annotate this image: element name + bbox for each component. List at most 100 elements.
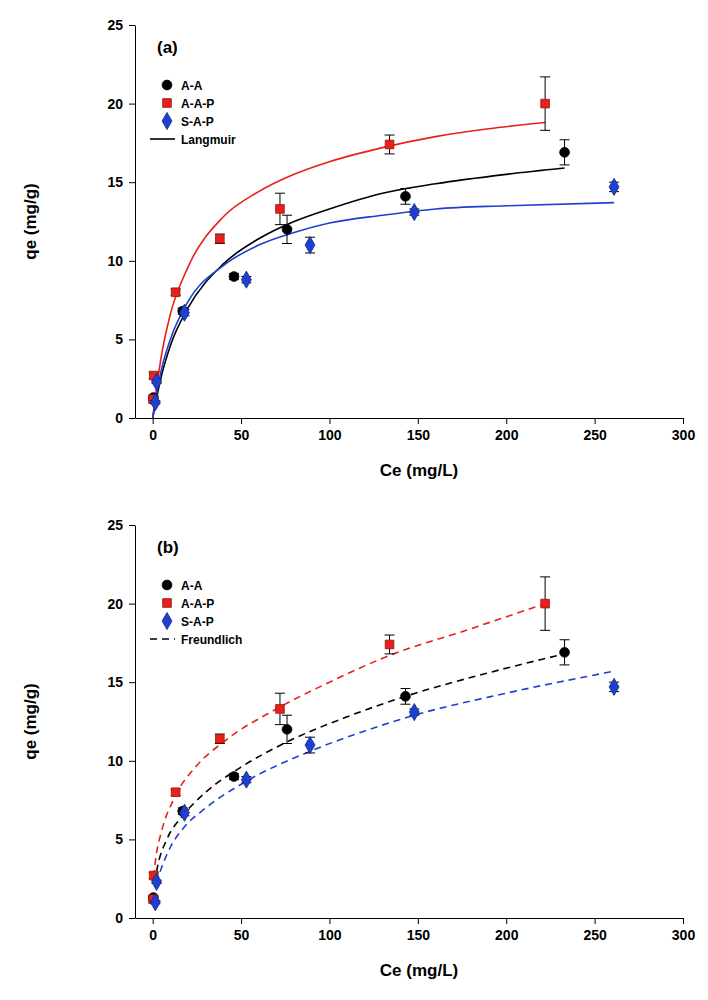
tick: 200 [495,918,519,943]
tick: 20 [107,96,135,112]
error-bar-cap [540,130,550,131]
tick-label: 0 [115,910,123,926]
panel: 0501001502002503000510152025Ce (mg/L)qe … [21,17,695,480]
tick: 0 [115,910,135,926]
tick-label: 200 [495,427,519,443]
tick-mark [329,918,330,924]
tick-label: 150 [407,927,431,943]
tick-label: 250 [583,427,607,443]
point [241,771,251,788]
fit-curve [154,604,546,878]
tick-label: 200 [495,927,519,943]
error-bar-cap [560,164,570,165]
fit-curve [153,203,614,418]
error-bar [385,135,395,154]
series [150,678,619,911]
tick-mark [329,418,330,424]
error-bar [215,734,225,743]
legend-label: A-A-P [181,97,214,111]
tick-mark [129,104,135,105]
error-bar [540,577,550,630]
tick-label: 150 [407,427,431,443]
error-bar-cap [540,630,550,631]
tick: 25 [107,17,135,33]
series [148,640,569,903]
series [148,77,550,404]
legend-marker [162,580,172,590]
point [560,647,570,657]
tick: 10 [107,753,135,769]
tick: 15 [107,174,135,190]
point [152,873,162,890]
tick: 20 [107,596,135,612]
tick: 50 [234,918,250,943]
tick: 150 [407,918,431,943]
tick: 300 [672,418,696,443]
error-bar-cap [385,135,395,136]
tick-label: 25 [107,17,123,33]
tick: 50 [234,418,250,443]
axis-line [136,918,684,919]
plot-area [148,77,619,418]
tick-mark [241,418,242,424]
error-bar [400,188,410,204]
tick: 100 [318,418,342,443]
x-axis: 0 50 100 150 200 250 300 [136,418,696,443]
point [216,234,225,243]
y-axis-title: qe (mg/g) [21,683,40,760]
tick: 5 [115,331,135,347]
legend-line [150,638,175,640]
x-axis: 050100150200250300 [136,918,696,943]
point [560,147,570,157]
tick-label: 10 [107,753,123,769]
error-bar [275,193,285,224]
point [171,288,180,297]
tick-label: 300 [672,427,696,443]
tick: 5 [115,831,135,847]
point [150,394,160,411]
error-bar-cap [275,224,285,225]
error-bar-cap [540,76,550,77]
error-bar-cap [282,743,292,744]
tick-label: 300 [672,927,696,943]
legend: A-AA-A-PS-A-PLangmuir [150,79,236,147]
tick-mark [129,918,135,919]
error-bar [282,215,292,243]
tick: 25 [107,517,135,533]
tick-mark [241,918,242,924]
panel: 0501001502002503000510152025Ce (mg/L)qe … [21,517,695,980]
tick-mark [683,418,684,424]
tick-label: 5 [115,331,123,347]
error-bar [560,140,570,165]
tick-mark [129,525,135,526]
error-bar-cap [282,715,292,716]
tick: 150 [407,418,431,443]
legend-label: S-A-P [181,115,214,129]
tick: 0 [149,918,157,943]
tick-label: 100 [318,927,342,943]
axis-line [135,526,136,919]
error-bar-cap [385,153,395,154]
error-bar [385,635,395,654]
point [152,373,162,390]
legend-label: Langmuir [181,133,236,147]
point [150,894,160,911]
tick-mark [129,418,135,419]
tick-mark [153,418,154,424]
legend-label: A-A-P [181,597,214,611]
tick: 15 [107,674,135,690]
tick-mark [418,918,419,924]
tick-label: 20 [107,96,123,112]
error-bar [400,688,410,704]
tick-mark [683,918,684,924]
tick-label: 0 [149,427,157,443]
error-bar-cap [560,639,570,640]
y-axis-title: qe (mg/g) [21,183,40,260]
point [282,724,292,734]
tick: 100 [318,918,342,943]
legend-line [150,138,175,140]
tick-label: 15 [107,174,123,190]
error-bar [540,77,550,130]
tick-label: 50 [234,427,250,443]
tick: 0 [149,418,157,443]
